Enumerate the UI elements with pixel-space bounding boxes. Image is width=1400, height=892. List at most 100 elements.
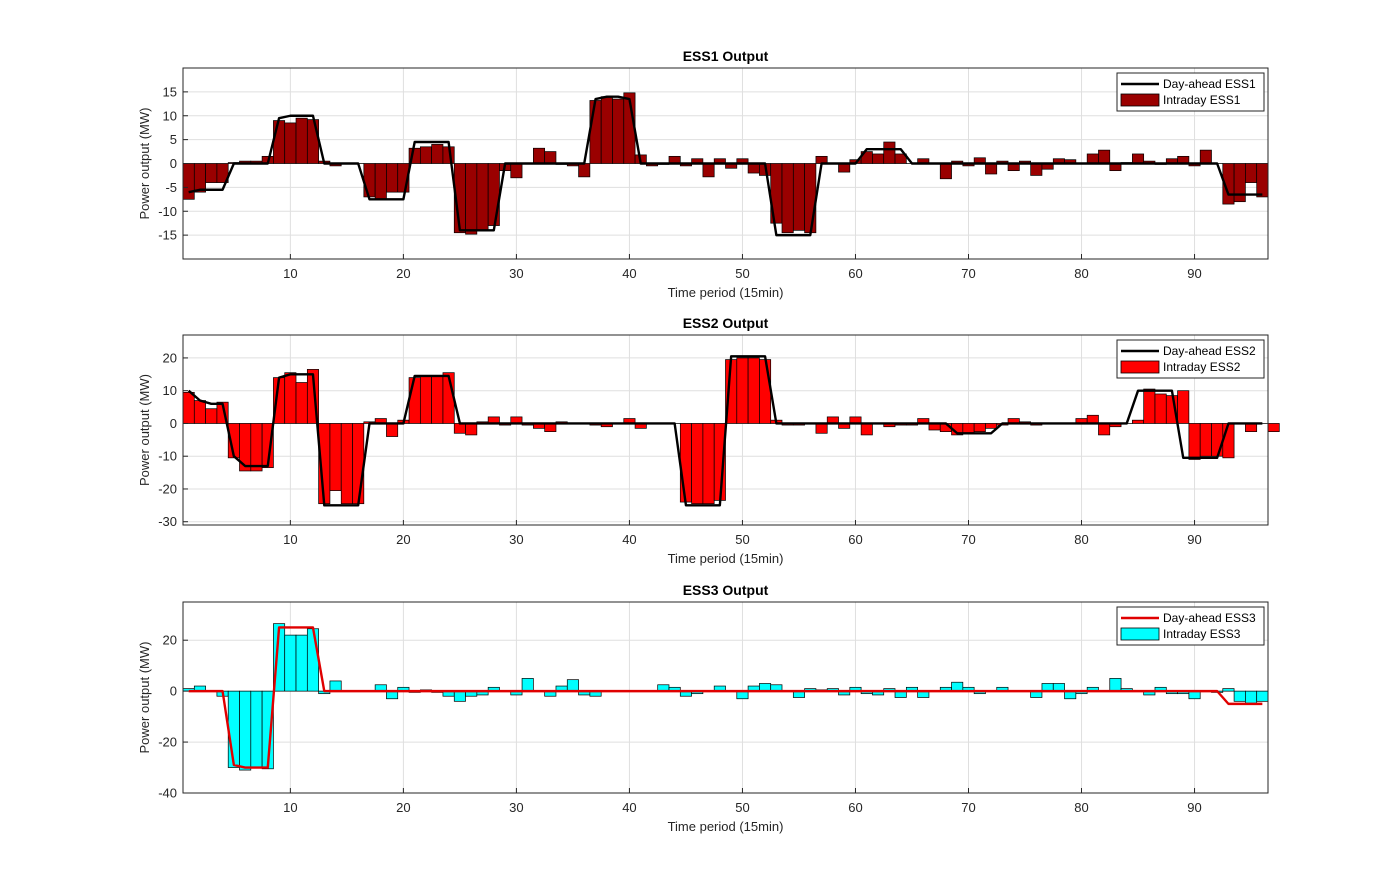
plot-area [183, 602, 1268, 793]
chart-title: ESS2 Output [683, 315, 769, 331]
bar [216, 401, 229, 424]
bar [374, 163, 387, 200]
bar [1132, 153, 1145, 164]
y-tick-label: 10 [163, 383, 177, 398]
legend: Day-ahead ESS2 Intraday ESS2 [1116, 339, 1265, 379]
bar [804, 163, 817, 234]
x-tick-label: 70 [961, 800, 975, 815]
bar [1086, 414, 1099, 424]
bar [1109, 678, 1122, 692]
bar [985, 163, 998, 175]
bar [1245, 163, 1258, 183]
y-tick-label: 5 [170, 132, 177, 147]
y-tick-label: 0 [170, 684, 177, 699]
bar [544, 423, 557, 432]
bar [1154, 393, 1167, 424]
x-tick-label: 80 [1074, 800, 1088, 815]
y-tick-label: -15 [158, 228, 177, 243]
y-tick-label: 0 [170, 156, 177, 171]
x-tick-label: 40 [622, 266, 636, 281]
bar [261, 423, 274, 469]
x-tick-label: 60 [848, 532, 862, 547]
legend-label-day-ahead: Day-ahead ESS1 [1163, 77, 1256, 91]
bar [1143, 388, 1156, 424]
chart-title: ESS3 Output [683, 582, 769, 598]
y-tick-label: -10 [158, 204, 177, 219]
bar [838, 163, 851, 173]
bar [1030, 163, 1043, 176]
bar [679, 423, 692, 503]
bar [453, 690, 466, 702]
bar [566, 679, 579, 692]
x-tick-label: 90 [1187, 532, 1201, 547]
axes-frame [182, 601, 1269, 794]
bar [533, 147, 546, 164]
bar [205, 163, 218, 183]
x-tick-label: 30 [509, 532, 523, 547]
bar [250, 690, 263, 768]
x-tick-label: 50 [735, 800, 749, 815]
x-tick-label: 60 [848, 800, 862, 815]
bar [193, 163, 206, 193]
bar [216, 163, 229, 183]
bar [295, 634, 308, 692]
x-axis: 10 20 30 40 50 60 70 80 90 [283, 520, 1202, 547]
bar [951, 681, 964, 692]
bar [1233, 690, 1246, 702]
bar [702, 423, 715, 505]
x-tick-label: 70 [961, 266, 975, 281]
y-tick-label: 10 [163, 108, 177, 123]
chart-title: ESS1 Output [683, 48, 769, 64]
bar [306, 369, 319, 424]
y-tick-label: 15 [163, 84, 177, 99]
bar [510, 163, 523, 179]
bar [747, 357, 760, 424]
day-ahead-line [187, 355, 1263, 507]
bar [1177, 390, 1190, 424]
x-tick-label: 20 [396, 532, 410, 547]
bar [273, 120, 286, 164]
x-tick-label: 80 [1074, 266, 1088, 281]
bar [589, 100, 602, 164]
bar [1245, 423, 1258, 432]
bar-series [182, 357, 1280, 505]
x-axis: 10 20 30 40 50 60 70 80 90 [283, 788, 1202, 815]
chart-3: 10 20 30 40 50 60 70 80 90 -40 -20 0 20 ESS3 Output Ti… [137, 582, 1269, 834]
bar [691, 423, 704, 505]
y-tick-label: -10 [158, 449, 177, 464]
y-tick-label: 20 [163, 633, 177, 648]
legend-bar-swatch [1120, 93, 1160, 107]
bar [612, 98, 625, 164]
y-axis-label: Power output (MW) [137, 108, 152, 220]
bar [419, 375, 432, 424]
chart-1: 10 20 30 40 50 60 70 80 90 -15 -10 -5 0 5 10 15 ESS1 Out… [137, 48, 1269, 300]
bar [453, 423, 466, 434]
bar [239, 690, 252, 771]
bar [1222, 423, 1235, 459]
bar [329, 680, 342, 692]
x-tick-label: 20 [396, 266, 410, 281]
x-tick-label: 40 [622, 532, 636, 547]
bar [1245, 690, 1258, 705]
bar [182, 163, 195, 200]
bar [736, 357, 749, 424]
y-tick-label: -20 [158, 481, 177, 496]
bar [284, 372, 297, 424]
x-axis-label: Time period (15min) [668, 285, 784, 300]
bar [962, 423, 975, 434]
bar [340, 423, 353, 505]
bar [747, 163, 760, 174]
bar [250, 423, 263, 472]
legend-bar-swatch [1120, 360, 1160, 374]
bar [1086, 153, 1099, 164]
bar [702, 163, 715, 178]
legend: Day-ahead ESS1 Intraday ESS1 [1116, 72, 1265, 112]
legend-label-intraday: Intraday ESS3 [1163, 627, 1241, 641]
bar [1199, 149, 1212, 164]
bar [386, 423, 399, 437]
bar [1098, 149, 1111, 164]
x-axis-label: Time period (15min) [668, 819, 784, 834]
bar [1199, 423, 1212, 457]
y-tick-label: -5 [165, 180, 177, 195]
x-tick-label: 50 [735, 532, 749, 547]
